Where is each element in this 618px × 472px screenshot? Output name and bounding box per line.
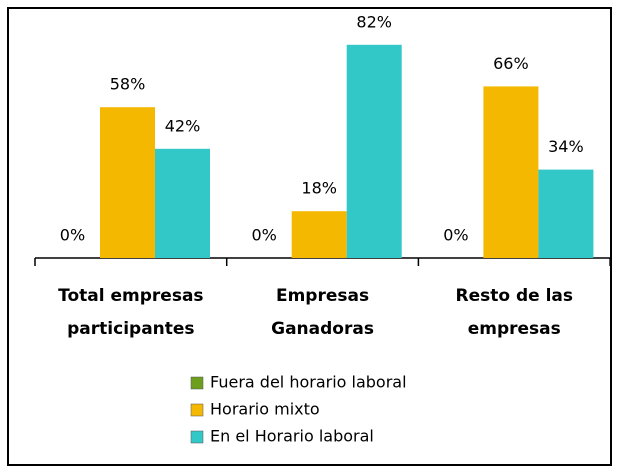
data-label: 0% [252, 226, 277, 245]
data-label: 66% [493, 54, 529, 73]
data-label: 58% [110, 75, 146, 94]
bar [483, 86, 539, 259]
legend-label: En el Horario laboral [210, 427, 374, 446]
legend-swatch [190, 430, 204, 444]
data-label: 0% [443, 226, 468, 245]
bar [538, 169, 594, 258]
bar [291, 211, 347, 258]
x-tick-label: Resto de las empresas [455, 286, 574, 339]
bar [346, 44, 402, 258]
legend-swatch [190, 403, 204, 417]
data-label: 82% [356, 12, 392, 31]
data-label: 18% [301, 179, 337, 198]
data-label: 34% [548, 137, 584, 156]
legend-swatch [190, 376, 204, 390]
bar [100, 107, 155, 258]
data-label: 42% [165, 116, 201, 135]
x-tick-label: Empresas Ganadoras [271, 286, 374, 339]
data-label: 0% [60, 226, 85, 245]
legend-label: Fuera del horario laboral [210, 373, 407, 392]
legend-label: Horario mixto [210, 400, 320, 419]
bar [155, 148, 210, 258]
x-tick-label: Total empresas participantes [58, 286, 204, 339]
